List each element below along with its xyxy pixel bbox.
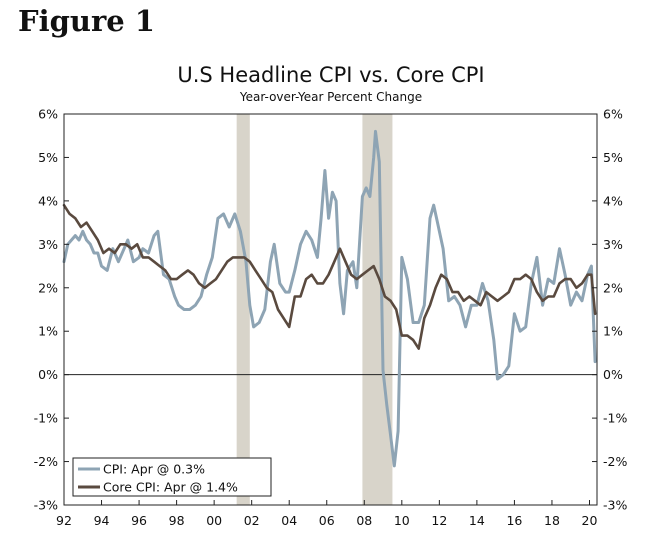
- x-tick-label: 06: [319, 513, 335, 528]
- x-tick-label: 92: [56, 513, 72, 528]
- chart-subtitle: Year-over-Year Percent Change: [239, 90, 422, 104]
- y-tick-label-right: 0%: [603, 367, 623, 382]
- x-tick-label: 18: [544, 513, 560, 528]
- y-tick-label-right: 5%: [603, 150, 623, 165]
- x-tick-label: 02: [244, 513, 260, 528]
- legend: CPI: Apr @ 0.3% Core CPI: Apr @ 1.4%: [72, 457, 272, 497]
- y-tick-label-right: -2%: [603, 454, 627, 469]
- axes: 6% 6% 5% 5% 4% 4% 3% 3% 2% 2% 1% 1% 0% 0% -1% -1% -2% -2%…: [34, 107, 628, 529]
- x-tick-label: 10: [394, 513, 410, 528]
- plot-frame: [63, 113, 598, 506]
- x-tick-label: 98: [169, 513, 185, 528]
- y-tick-label-left: 1%: [38, 324, 58, 339]
- y-tick-label-right: 4%: [603, 193, 623, 208]
- x-tick-label: 94: [94, 513, 110, 528]
- x-tick-label: 04: [281, 513, 297, 528]
- series-group: [62, 129, 597, 468]
- y-tick-label-right: -3%: [603, 498, 627, 513]
- y-tick-label-left: 0%: [38, 367, 58, 382]
- x-tick-label: 16: [506, 513, 522, 528]
- y-tick-label-left: -3%: [34, 498, 58, 513]
- legend-box: [72, 457, 272, 497]
- x-tick-label: 00: [206, 513, 222, 528]
- y-tick-label-left: -1%: [34, 411, 58, 426]
- y-tick-label-right: -1%: [603, 411, 627, 426]
- y-tick-label-left: 4%: [38, 193, 58, 208]
- x-tick-label: 12: [431, 513, 447, 528]
- y-tick-label-left: 3%: [38, 237, 58, 252]
- x-tick-label: 14: [469, 513, 485, 528]
- y-tick-label-left: 2%: [38, 280, 58, 295]
- y-tick-label-right: 3%: [603, 237, 623, 252]
- y-tick-label-right: 2%: [603, 280, 623, 295]
- chart-title: U.S Headline CPI vs. Core CPI: [177, 63, 484, 87]
- y-tick-label-left: 5%: [38, 150, 58, 165]
- legend-label-1: Core CPI: Apr @ 1.4%: [103, 480, 238, 495]
- recession-bands: [236, 114, 393, 505]
- figure-label: Figure 1: [18, 4, 155, 38]
- y-tick-label-left: -2%: [34, 454, 58, 469]
- series-line-cpi: [62, 129, 597, 468]
- x-tick-label: 96: [131, 513, 147, 528]
- recession-band-1: [362, 114, 393, 505]
- y-tick-label-right: 6%: [603, 107, 623, 122]
- recession-band-0: [236, 114, 250, 505]
- y-tick-label-right: 1%: [603, 324, 623, 339]
- y-tick-label-left: 6%: [38, 107, 58, 122]
- x-tick-label: 08: [356, 513, 372, 528]
- x-tick-label: 20: [582, 513, 598, 528]
- series-line-core-cpi: [62, 203, 597, 350]
- legend-label-0: CPI: Apr @ 0.3%: [103, 462, 205, 477]
